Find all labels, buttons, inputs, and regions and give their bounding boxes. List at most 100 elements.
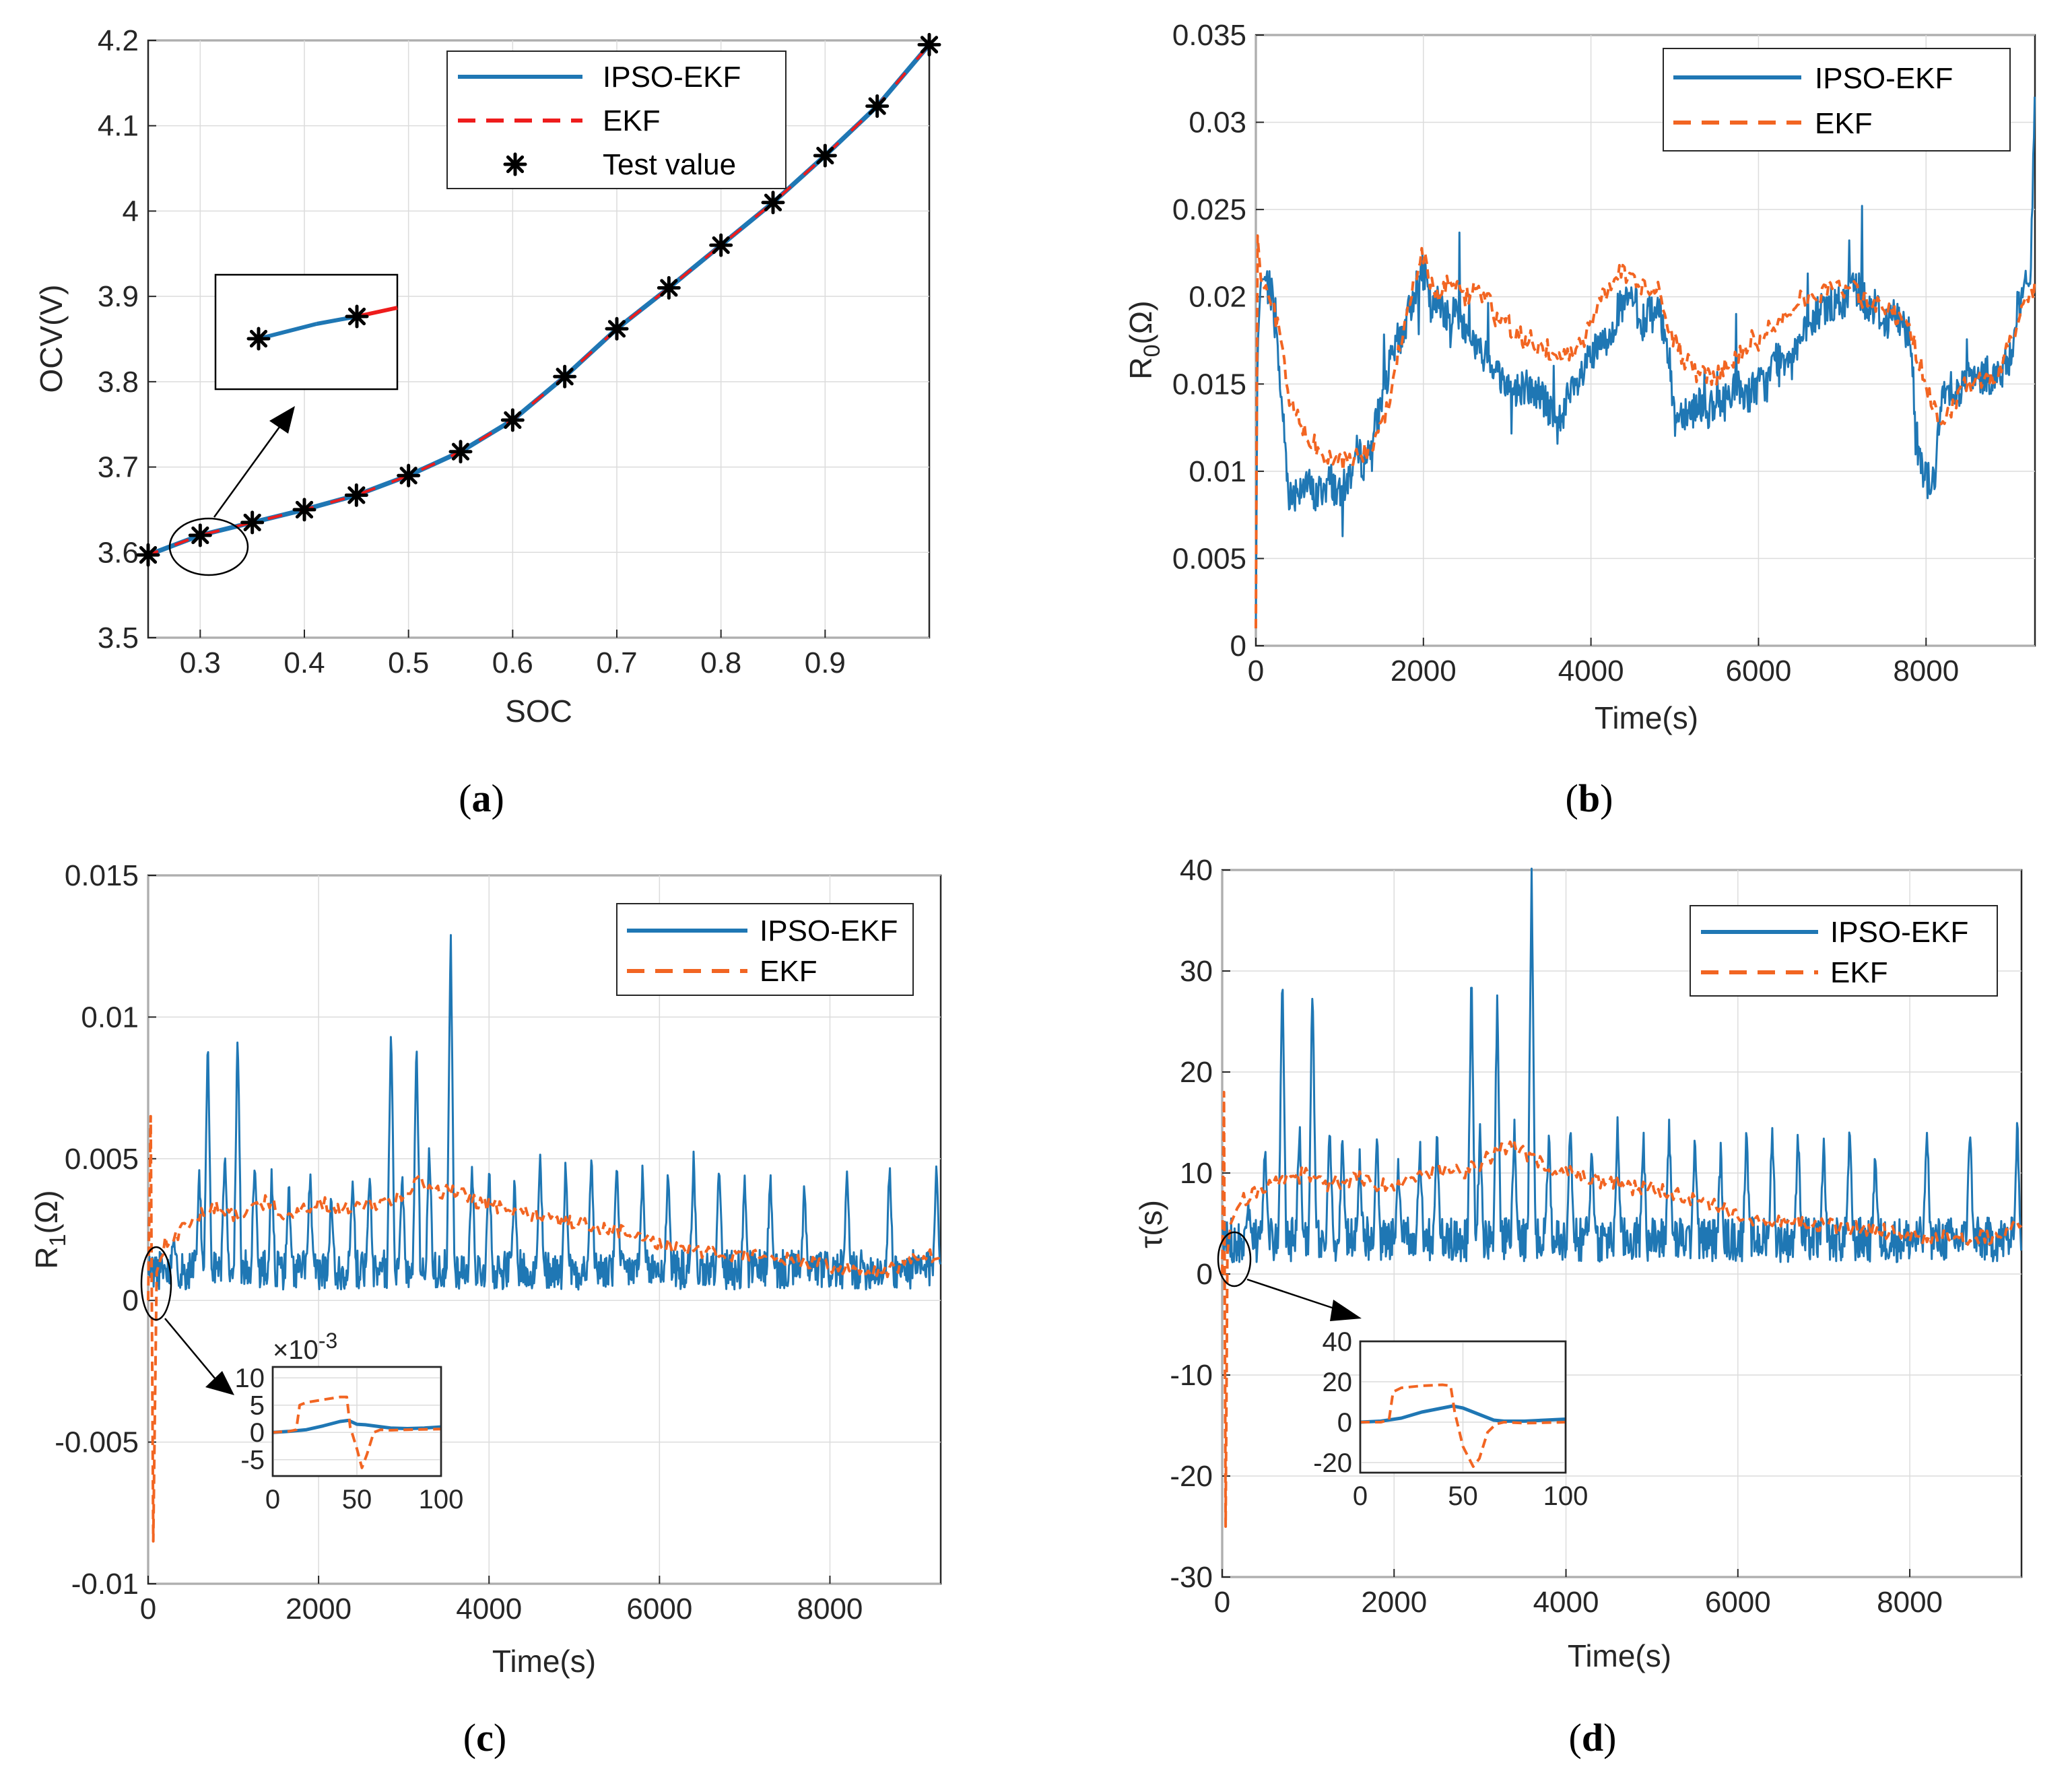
zoom-ellipse-c [140,1246,172,1321]
legend-box-d [1690,905,1998,997]
series-c [147,934,942,1543]
x-tick-label: 6000 [1705,1586,1771,1619]
zoom-inset-a [214,273,399,391]
x-tick-label: 6000 [1726,655,1792,688]
inset-line-ekf [272,1395,442,1469]
series-line-ipso-ekf [1221,867,2022,1263]
y-tick-label: 20 [1180,1056,1213,1089]
zoom-ellipse-a [168,517,249,576]
inset-line-ipso-ekf [1360,1404,1566,1424]
legend-swatch-test-a [503,152,527,176]
legend-c: IPSO-EKF EKF [616,903,914,996]
inset-x-tick-label: 50 [342,1485,372,1514]
caption-a: (a) [459,776,504,820]
series-d [1221,867,2023,1528]
test-value-marker [500,408,525,432]
x-tick-label: 4000 [1533,1586,1599,1619]
zoom-arrowhead-c [205,1371,234,1395]
zoom-inset-lines-a [246,304,398,351]
y-tick-label: 4.1 [98,110,139,143]
x-tick-label: 0 [1248,655,1264,688]
inset-y-tick-label: 5 [250,1391,265,1421]
x-tick-label: 0 [1214,1586,1230,1619]
test-value-marker [397,463,421,488]
inset-y-tick-label: 0 [250,1418,265,1448]
y-tick-label: 3.5 [98,622,139,655]
x-tick-label: 8000 [797,1593,863,1626]
y-tick-label: 0.035 [1172,19,1246,52]
inset-line-ekf [1360,1383,1566,1468]
panel-b: 0 2000 4000 6000 8000 0 0.005 0.01 0.015 0.02 0.02… [1123,19,2036,820]
x-tick-label: 0.4 [283,646,325,679]
y-tick-label: 0.02 [1189,281,1246,314]
inset-border [271,1366,442,1477]
test-value-marker [246,327,271,351]
panel-a: 0.3 0.4 0.5 0.6 0.7 0.8 0.9 3.5 3.6 3.7 3.8 3.9 4 4.1… [34,24,941,820]
inset-y-tick-label: -5 [240,1446,265,1475]
legend-d: IPSO-EKF EKF [1690,905,1998,997]
y-tick-label: 30 [1180,955,1213,988]
y-tick-label: 4.2 [98,24,139,57]
series-line-ekf [147,44,931,556]
x-tick-label: 0 [140,1593,156,1626]
y-tick-label: 0.01 [81,1001,139,1034]
test-value-marker [813,143,837,168]
x-tick-label: 0.7 [596,646,637,679]
inset-x-tick-label: 100 [1543,1481,1589,1511]
x-tick-label: 0.6 [492,646,533,679]
series-a [136,32,941,567]
test-value-marker [503,152,527,176]
x-tick-label: 0.5 [388,646,429,679]
y-axis-label-d: τ(s) [1133,1200,1168,1248]
legend-label-ekf-d: EKF [1830,956,1888,989]
y-tick-label: 0.015 [65,859,139,892]
zoom-arrow-line-d [1246,1278,1341,1312]
y-tick-label: 0.005 [65,1143,139,1176]
x-tick-label: 0.3 [180,646,221,679]
inset-x-tick-label: 50 [1448,1481,1478,1511]
x-axis-label-d: Time(s) [1568,1638,1671,1673]
series-line-ipso-ekf [1255,96,2036,629]
x-axis-label-a: SOC [505,694,572,729]
ticks-b: 0 2000 4000 6000 8000 0 0.005 0.01 0.015 0.02 0.02… [1172,19,1959,688]
zoom-ellipse-d [1217,1231,1252,1287]
legend-b: IPSO-EKF EKF [1663,48,2011,152]
inset-y-tick-label: 40 [1323,1327,1353,1357]
inset-y-tick-label: 10 [235,1364,265,1393]
y-tick-label: 10 [1180,1157,1213,1190]
test-value-marker [917,32,941,57]
legend-a: IPSO-EKF EKF Test value [446,51,787,189]
test-value-marker [292,498,316,522]
zoom-arrow-line-c [164,1318,216,1380]
x-tick-label: 2000 [1391,655,1457,688]
x-tick-label: 0.9 [805,646,846,679]
series-line-ipso-ekf [147,934,941,1291]
legend-label-ipso-b: IPSO-EKF [1815,62,1953,95]
series-line-ekf [147,1114,942,1543]
y-tick-label: 0.01 [1189,455,1246,488]
test-value-marker [761,191,785,215]
y-tick-label: 3.8 [98,366,139,399]
series-line-ekf [1255,234,2036,629]
y-tick-label: -0.005 [55,1426,139,1459]
panel-c: 0 2000 4000 6000 8000 -0.01 -0.005 0 0.005 0.01 0.… [29,859,942,1760]
x-tick-label: 2000 [1361,1586,1427,1619]
y-tick-label: 0 [1197,1258,1213,1291]
x-tick-label: 4000 [1558,655,1624,688]
legend-label-ipso-d: IPSO-EKF [1830,916,1968,949]
y-tick-label: 3.7 [98,451,139,484]
test-value-marker [448,440,473,464]
ticks-a: 0.3 0.4 0.5 0.6 0.7 0.8 0.9 3.5 3.6 3.7 3.8 3.9 4 4.1… [98,24,846,679]
inset-x-tick-label: 0 [265,1485,280,1514]
test-value-marker [344,483,368,507]
y-tick-label: 3.9 [98,280,139,313]
zoom-arrowhead-a [269,406,295,434]
test-value-marker [865,94,890,119]
zoom-arrowhead-d [1330,1300,1362,1321]
y-axis-label-b: R0(Ω) [1123,300,1165,379]
x-tick-label: 8000 [1893,655,1959,688]
y-tick-label: -0.01 [71,1568,139,1601]
